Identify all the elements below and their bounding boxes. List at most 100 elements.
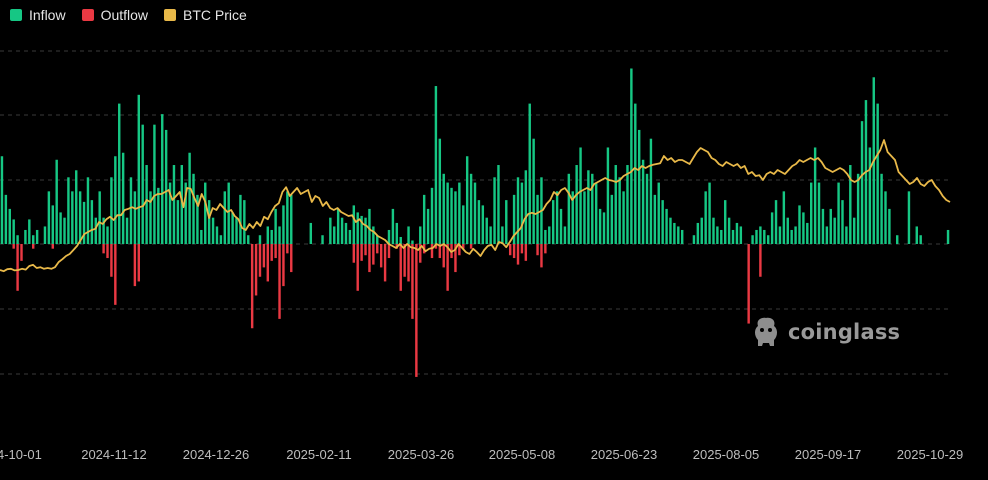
outflow-bar [114,244,117,305]
outflow-bar [376,244,379,254]
outflow-bar [282,244,285,287]
inflow-bar [583,191,586,244]
legend: Inflow Outflow BTC Price [10,7,247,23]
inflow-bar [329,217,332,244]
inflow-bar [28,219,31,244]
inflow-bar [344,222,348,244]
outflow-bar [372,244,375,265]
inflow-bar [860,121,864,244]
inflow-bar [700,217,703,244]
inflow-bar [71,191,74,244]
inflow-bar [188,152,191,244]
x-tick-label: 2024-11-12 [81,447,147,462]
inflow-bar [915,226,918,244]
outflow-bar [469,244,473,249]
outflow-bar [356,244,359,291]
inflow-bar [465,156,469,244]
outflow-bar [446,244,449,291]
inflow-bar [551,200,555,244]
inflow-bar [98,191,101,244]
coinglass-watermark: coinglass [752,316,900,348]
inflow-bar [78,191,82,244]
inflow-bar [376,235,379,244]
inflow-bar [610,194,614,244]
inflow-bar [67,177,70,244]
inflow-bar [24,229,27,244]
outflow-bar [32,244,35,249]
outflow-bar [290,244,293,273]
inflow-bar [598,208,602,244]
inflow-bar [168,182,172,244]
coinglass-logo-icon [755,317,777,346]
inflow-bar [219,235,223,244]
inflow-bar [63,217,66,244]
inflow-bar [454,191,457,244]
btc-price-swatch [164,9,177,21]
inflow-bar [282,205,285,244]
outflow-bar [364,244,367,256]
inflow-bar [880,173,883,244]
inflow-bar [200,229,203,244]
outflow-bar [536,244,539,256]
inflow-bar [462,205,465,244]
inflow-bar [235,217,238,244]
legend-item-inflow[interactable]: Inflow [10,7,66,23]
inflow-bar [673,222,676,244]
outflow-bar [16,244,19,291]
inflow-bar [348,229,352,244]
outflow-bar [102,244,105,254]
inflow-bar [645,173,649,244]
inflow-bar [532,138,535,244]
inflow-bar [563,226,567,244]
inflow-bar [493,177,496,244]
inflow-bar [211,217,215,244]
outflow-bar [512,244,516,259]
inflow-bar [207,200,211,244]
inflow-bar [512,194,516,244]
inflow-bar [149,191,152,244]
inflow-bar [907,191,911,244]
inflow-bar [333,226,336,244]
inflow-bar [270,229,273,244]
legend-item-outflow[interactable]: Outflow [81,7,148,23]
inflow-bar [489,226,492,244]
inflow-bar [290,194,293,244]
inflow-bar [806,222,809,244]
outflow-bar [454,244,457,273]
outflow-bar [274,244,277,259]
inflow-bar [161,114,164,244]
inflow-bar [145,165,148,244]
inflow-bar [180,165,184,244]
legend-label-btc-price: BTC Price [183,7,247,23]
inflow-bar [763,229,766,244]
inflow-bar [133,191,137,244]
inflow-bar [121,152,125,244]
outflow-bar [278,244,281,319]
inflow-bar [587,170,590,244]
inflow-bar [669,217,672,244]
inflow-bar [286,191,289,244]
outflow-bar [12,244,15,249]
inflow-bar [704,191,707,244]
inflow-bar [501,226,504,244]
inflow-bar [387,229,391,244]
inflow-bar [641,159,645,244]
inflow-bar [75,170,78,244]
x-tick-label: 2025-05-08 [489,447,556,462]
inflow-bar [817,182,821,244]
legend-item-btc-price[interactable]: BTC Price [164,7,247,23]
inflow-bar [32,235,35,244]
x-tick-label: 2025-09-17 [795,447,862,462]
inflow-bar [837,182,840,244]
outflow-bar [411,244,414,319]
outflow-bar [544,244,547,254]
outflow-bar [254,244,258,296]
inflow-bar [12,219,15,244]
inflow-bar [102,217,105,244]
inflow-bar [782,191,786,244]
inflow-bar [407,226,410,244]
inflow-bar [708,182,711,244]
outflow-swatch [81,9,94,21]
inflow-bar [841,200,844,244]
inflow-bar [450,187,453,244]
